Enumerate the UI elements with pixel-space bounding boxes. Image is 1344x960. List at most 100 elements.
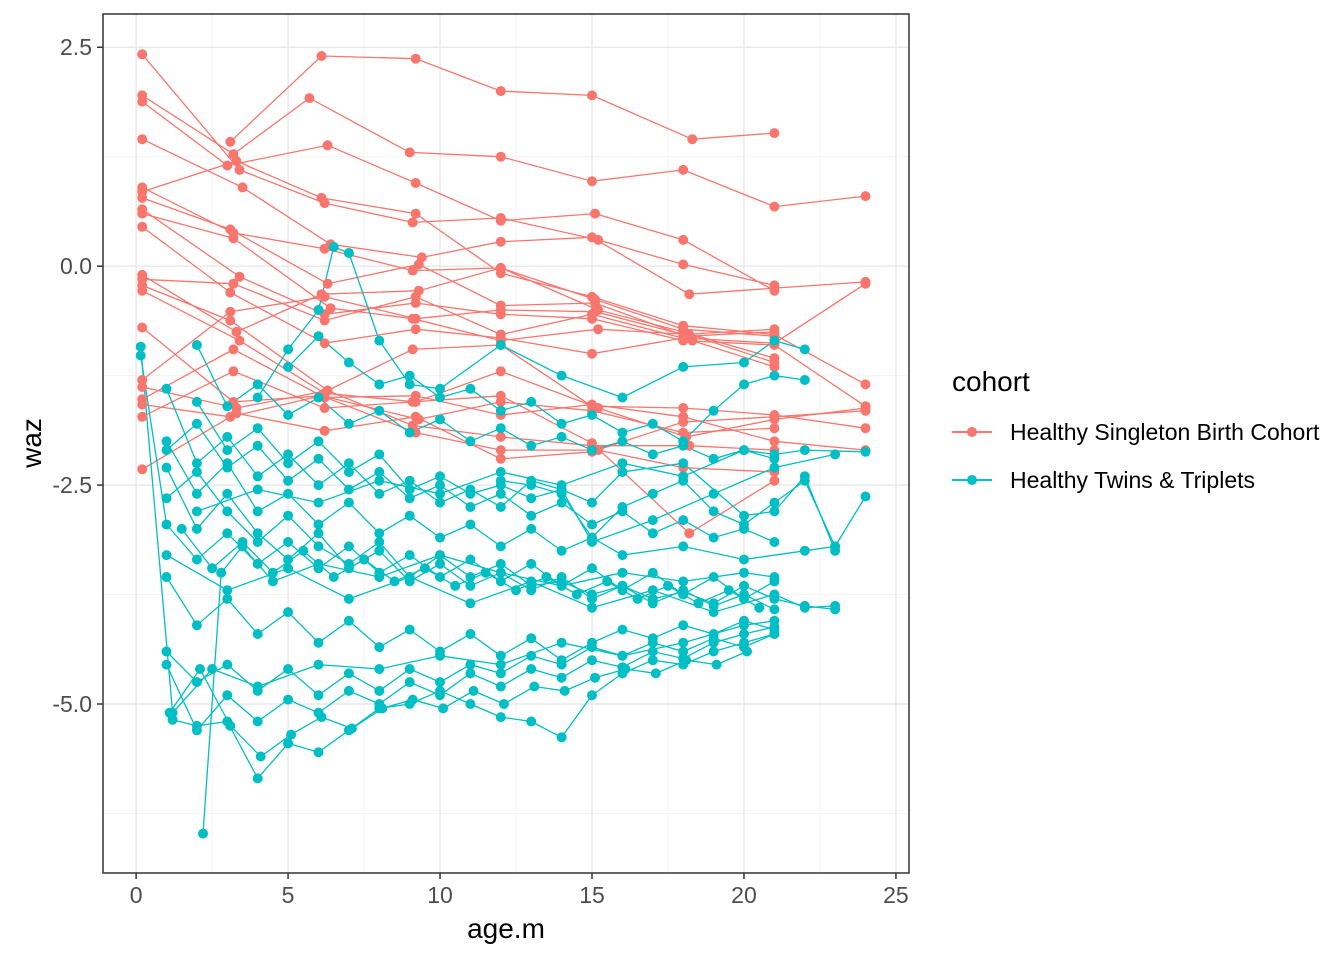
data-point (587, 563, 597, 574)
data-point (283, 664, 294, 674)
data-point (587, 593, 597, 604)
series-line (141, 326, 775, 434)
data-point (495, 236, 506, 247)
data-point (137, 375, 148, 385)
data-point (419, 563, 430, 574)
data-point (647, 449, 658, 460)
data-point (374, 685, 385, 696)
data-point (313, 541, 324, 552)
series-line (169, 650, 748, 758)
data-point (556, 431, 567, 442)
data-point (222, 585, 233, 596)
data-point (374, 699, 385, 709)
data-point (404, 510, 415, 521)
data-point (495, 558, 506, 569)
data-point (191, 677, 202, 688)
data-point (222, 401, 233, 412)
data-point (234, 164, 245, 175)
data-point (407, 396, 418, 407)
data-point (678, 417, 689, 427)
data-point (590, 294, 600, 305)
data-point (617, 502, 628, 512)
data-point (313, 563, 324, 574)
legend-title: cohort (952, 366, 1030, 397)
data-point (617, 436, 628, 447)
data-point (587, 497, 597, 508)
data-point (739, 445, 749, 456)
data-point (222, 462, 233, 473)
data-point (647, 598, 658, 609)
data-point (678, 515, 689, 526)
data-point (687, 335, 698, 346)
data-point (343, 467, 354, 477)
data-point (135, 350, 146, 361)
data-point (495, 366, 506, 377)
data-point (678, 475, 689, 486)
data-point (678, 576, 689, 587)
data-point (556, 672, 567, 683)
data-point (647, 528, 658, 539)
data-point (769, 506, 780, 517)
data-point (769, 436, 780, 447)
data-point (410, 53, 421, 64)
data-point (283, 607, 294, 618)
data-point (739, 629, 749, 639)
data-point (137, 96, 148, 107)
data-point (556, 732, 567, 743)
data-point (511, 585, 521, 596)
data-point (739, 554, 749, 565)
data-point (769, 361, 780, 372)
data-point (161, 519, 172, 530)
data-point (389, 576, 400, 587)
data-point (860, 423, 871, 434)
data-point (252, 716, 263, 727)
data-point (404, 677, 415, 688)
data-point (161, 445, 172, 456)
data-point (225, 306, 236, 317)
data-point (495, 712, 506, 723)
data-point (587, 532, 597, 543)
data-point (322, 140, 333, 151)
data-point (678, 329, 689, 340)
data-point (711, 659, 722, 670)
data-point (799, 344, 810, 355)
data-point (231, 408, 242, 419)
data-point (495, 329, 506, 340)
data-point (678, 403, 689, 413)
data-point (283, 475, 294, 486)
data-point (739, 567, 749, 578)
data-point (286, 729, 297, 740)
data-point (225, 720, 236, 731)
data-point (556, 572, 567, 582)
data-point (313, 519, 324, 530)
data-point (231, 326, 242, 337)
data-point (407, 265, 418, 276)
data-point (343, 685, 354, 696)
data-point (374, 449, 385, 460)
data-point (556, 655, 567, 666)
data-point (298, 545, 309, 556)
data-point (313, 528, 324, 539)
data-point (739, 580, 749, 591)
data-point (678, 541, 689, 552)
data-point (283, 563, 294, 574)
data-point (283, 510, 294, 521)
data-point (526, 664, 537, 674)
data-point (137, 192, 148, 203)
data-point (541, 572, 552, 582)
data-point (739, 510, 749, 521)
legend-line-dot-icon (952, 420, 992, 444)
data-point (556, 580, 567, 591)
data-point (556, 370, 567, 381)
data-point (587, 438, 597, 449)
data-point (769, 370, 780, 381)
data-point (830, 541, 841, 552)
data-point (222, 690, 233, 701)
data-point (137, 49, 148, 60)
data-point (526, 558, 537, 569)
data-point (137, 285, 148, 296)
data-point (571, 589, 582, 600)
data-point (708, 646, 719, 657)
data-point (252, 506, 263, 517)
